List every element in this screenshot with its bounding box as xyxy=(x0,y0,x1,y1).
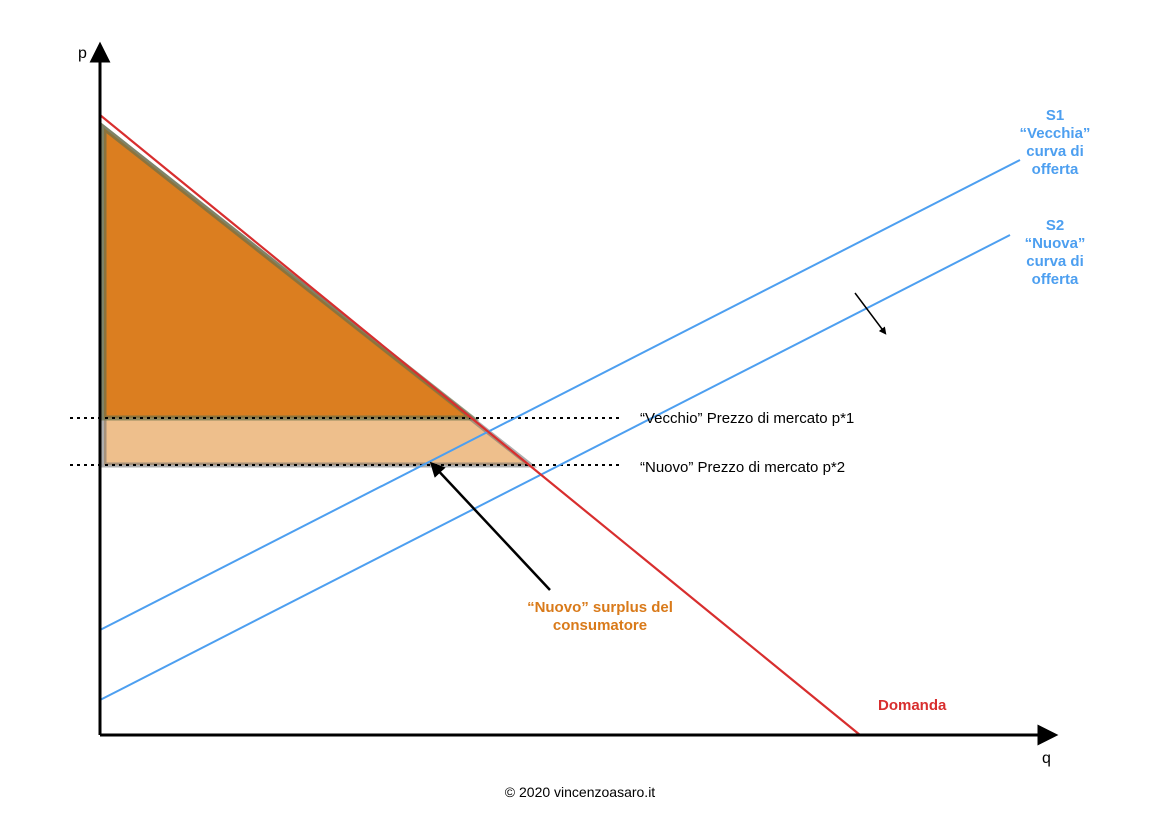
supply1-label: S1“Vecchia”curva diofferta xyxy=(1020,107,1091,178)
supply2-label: S2“Nuova”curva diofferta xyxy=(1025,217,1086,288)
old-price-label: “Vecchio” Prezzo di mercato p*1 xyxy=(640,410,854,427)
surplus-pointer-arrow xyxy=(433,465,550,590)
surplus-label: “Nuovo” surplus delconsumatore xyxy=(527,599,673,634)
demand-label: Domanda xyxy=(878,697,947,714)
y-axis-label: p xyxy=(78,45,87,62)
x-axis-label: q xyxy=(1042,750,1051,767)
new-price-label: “Nuovo” Prezzo di mercato p*2 xyxy=(640,459,845,476)
copyright-footer: © 2020 vincenzoasaro.it xyxy=(505,784,656,800)
economics-chart: p q S1“Vecchia”curva diofferta S2“Nuova”… xyxy=(0,0,1160,820)
